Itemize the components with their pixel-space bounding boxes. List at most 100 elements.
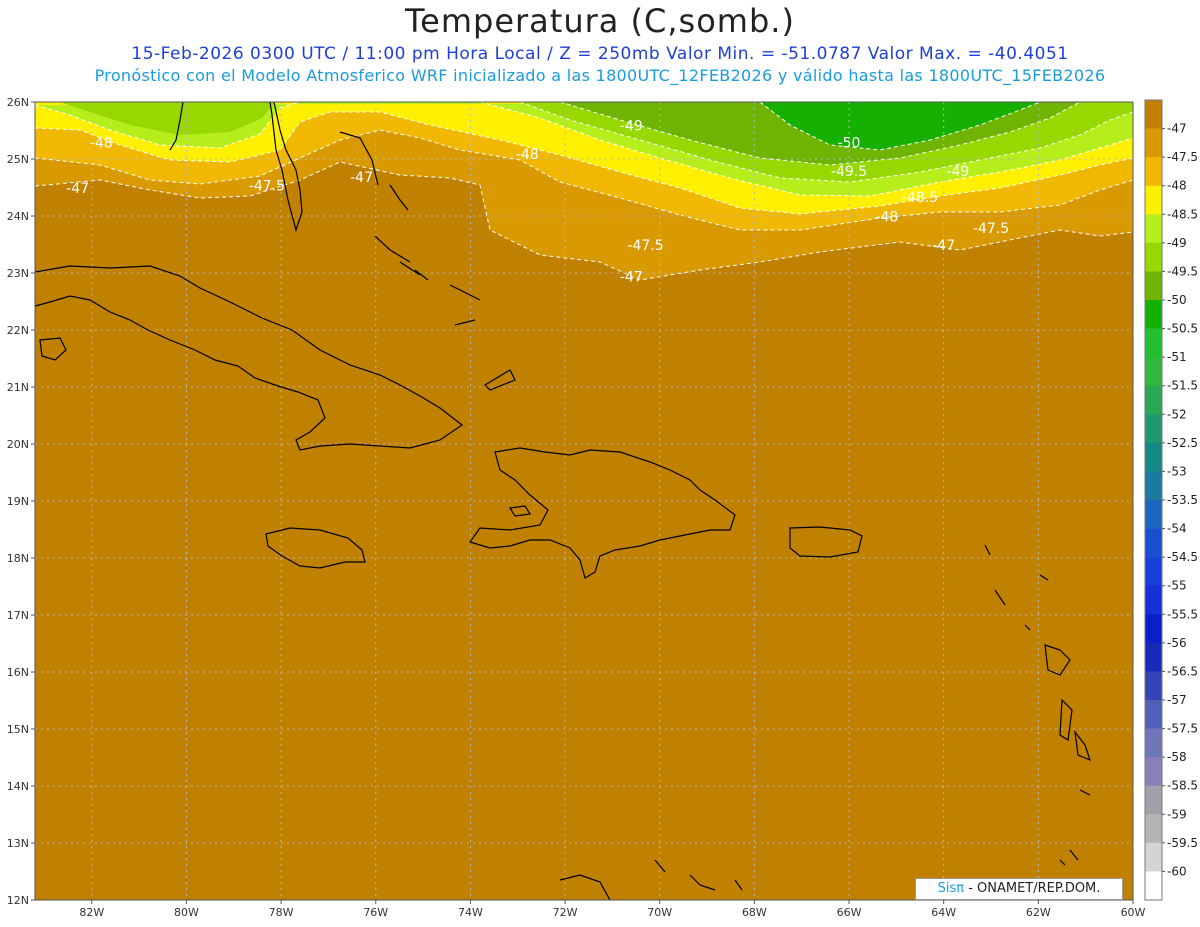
lon-label: 66W [837,906,862,919]
contour-label: -49 [946,164,969,180]
colorbar-label: -49.5 [1167,264,1198,278]
lat-label: 14N [7,780,29,793]
contour-label: -48 [516,147,539,163]
colorbar-label: -52 [1167,407,1187,421]
contour-label: -47.5 [973,221,1009,237]
lat-label: 19N [7,495,29,508]
lon-label: 82W [79,906,104,919]
lon-label: 76W [363,906,388,919]
colorbar: -47 -47.5 -48 -48.5 -49 -49.5 -50 -50.5 -51 -51.5… [1144,99,1198,901]
colorbar-label: -47.5 [1167,150,1198,164]
lat-label: 22N [7,324,29,337]
sispi-logo: Sisπ [937,881,965,896]
colorbar-swatch [1145,785,1162,815]
lon-label: 74W [458,906,483,919]
colorbar-label: -57 [1167,693,1187,707]
credit-text: - ONAMET/REP.DOM. [964,881,1101,896]
lon-label: 64W [931,906,956,919]
colorbar-label: -59 [1167,807,1187,821]
colorbar-swatch [1145,442,1162,472]
colorbar-swatch [1145,814,1162,844]
latitude-axis: 26N 25N 24N 23N 22N 21N 20N 19N 18N 17N 16N 15N 14N 1… [7,96,35,907]
cuba-coast [35,265,464,451]
credit-box: Sisπ - ONAMET/REP.DOM. [915,878,1123,900]
lat-label: 24N [7,210,29,223]
lon-label: 80W [174,906,199,919]
colorbar-swatch [1145,585,1162,615]
colorbar-swatch [1145,500,1162,529]
colorbar-label: -59.5 [1167,836,1198,850]
colorbar-swatch [1145,214,1162,244]
jamaica-coast [265,527,366,569]
colorbar-label: -47 [1167,122,1187,136]
colorbar-label: -60 [1167,864,1187,878]
colorbar-swatch [1145,728,1162,758]
colorbar-label: -56 [1167,636,1187,650]
contour-label: -49 [620,119,643,135]
lon-label: 68W [742,906,767,919]
lat-label: 23N [7,267,29,280]
colorbar-swatch [1145,557,1162,587]
colorbar-swatch [1145,385,1162,415]
colorbar-swatch [1145,671,1162,701]
lat-label: 21N [7,381,29,394]
contour-lines [35,102,1133,281]
colorbar-swatch [1145,328,1162,358]
lon-label: 72W [553,906,578,919]
gonave-island [508,505,532,517]
lat-label: 12N [7,894,29,907]
contour-label: -50 [838,136,861,152]
colorbar-swatch [1145,300,1162,329]
contour-label: -48 [90,136,113,152]
colorbar-swatch [1145,357,1162,387]
bahamas-andros [339,131,516,391]
colorbar-label: -57.5 [1167,722,1198,736]
model-info-subtitle: Pronóstico con el Modelo Atmosferico WRF… [94,66,1106,85]
colorbar-label: -53.5 [1167,493,1198,507]
colorbar-label: -50.5 [1167,322,1198,336]
page-title: Temperatura (C,somb.) [405,2,795,40]
colorbar-label: -51.5 [1167,379,1198,393]
lat-lon-grid [35,102,1133,900]
colorbar-swatch [1145,271,1162,301]
lat-label: 26N [7,96,29,109]
colorbar-label: -56.5 [1167,664,1198,678]
colorbar-label: -49 [1167,236,1187,250]
colorbar-swatch [1145,128,1162,158]
colorbar-swatch [1145,242,1162,272]
colorbar-label: -58 [1167,750,1187,764]
contour-label: -48 [875,210,898,226]
contour-label: -48.5 [902,190,938,206]
valid-time-subtitle: 15-Feb-2026 0300 UTC / 11:00 pm Hora Loc… [131,44,1069,64]
colorbar-label: -48.5 [1167,207,1198,221]
colorbar-swatch [1145,757,1162,787]
contour-label: -47 [932,238,955,254]
colorbar-label: -52.5 [1167,436,1198,450]
colorbar-swatch [1145,471,1162,501]
lat-label: 15N [7,723,29,736]
lat-label: 13N [7,837,29,850]
lon-label: 78W [269,906,294,919]
colorbar-swatch [1145,157,1162,187]
lon-label: 62W [1026,906,1051,919]
colorbar-label: -53 [1167,464,1187,478]
hispaniola-coast [469,447,736,579]
lesser-antilles [984,544,1091,866]
contour-label: -47 [350,170,373,186]
venezuela-coast [559,859,743,900]
contour-label: -47 [620,270,643,286]
lon-label: 70W [647,906,672,919]
coastlines [35,102,1091,900]
longitude-axis: 82W 80W 78W 76W 74W 72W 70W 68W 66W 64W 62W 60W [79,900,1146,919]
contour-value-labels: -48-47 -47.5-47-48-49-50-49.5 -49-48.5-48-… [66,119,1009,286]
field-band-50-5 [760,102,1040,150]
cuba-isla-juventud [39,337,67,361]
lat-label: 17N [7,609,29,622]
colorbar-swatch [1145,185,1162,215]
colorbar-label: -51 [1167,350,1187,364]
puerto-rico-coast [789,526,863,558]
colorbar-label: -50 [1167,293,1187,307]
colorbar-swatch [1145,414,1162,444]
contour-label: -49.5 [831,164,867,180]
